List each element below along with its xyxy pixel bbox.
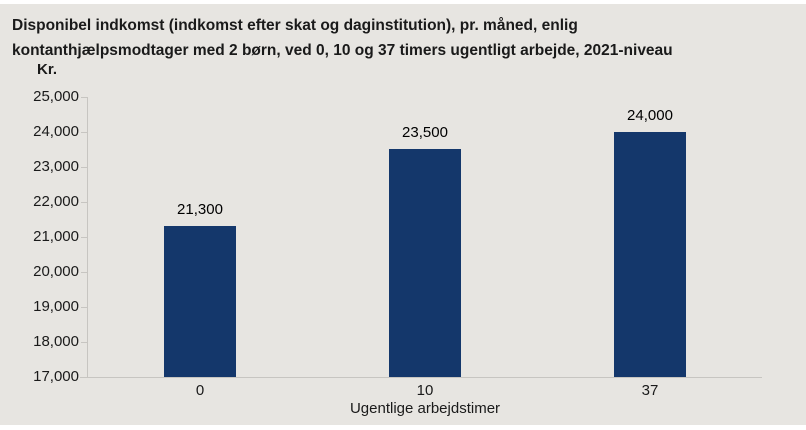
y-tick-mark: [81, 202, 88, 203]
bar: [164, 226, 236, 377]
chart-title-line-1: Disponibel indkomst (indkomst efter skat…: [12, 17, 578, 34]
bar: [614, 132, 686, 377]
chart-title-line-2: kontanthjælpsmodtager med 2 børn, ved 0,…: [12, 42, 673, 59]
y-tick-mark: [81, 377, 88, 378]
x-tick-label: 10: [416, 382, 434, 399]
y-tick-mark: [81, 237, 88, 238]
y-tick-label: 23,000: [33, 158, 79, 175]
y-tick-label: 24,000: [33, 123, 79, 140]
y-tick-label: 19,000: [33, 298, 79, 315]
x-tick-label: 37: [641, 382, 659, 399]
y-tick-label: 17,000: [33, 368, 79, 385]
bar-value-label: 21,300: [177, 201, 223, 218]
x-axis-line: [80, 377, 762, 378]
x-axis-title: Ugentlige arbejdstimer: [349, 400, 501, 417]
y-tick-mark: [81, 132, 88, 133]
y-axis-unit-label: Kr.: [37, 61, 58, 78]
y-tick-mark: [81, 342, 88, 343]
y-tick-label: 21,000: [33, 228, 79, 245]
x-tick-label: 0: [195, 382, 205, 399]
bar-value-label: 24,000: [627, 107, 673, 124]
y-tick-mark: [81, 97, 88, 98]
y-tick-label: 20,000: [33, 263, 79, 280]
y-tick-label: 25,000: [33, 88, 79, 105]
y-tick-mark: [81, 167, 88, 168]
y-tick-mark: [81, 307, 88, 308]
y-tick-mark: [81, 272, 88, 273]
y-tick-label: 18,000: [33, 333, 79, 350]
chart-title: Disponibel indkomst (indkomst efter skat…: [12, 13, 792, 63]
y-tick-label: 22,000: [33, 193, 79, 210]
bar: [389, 149, 461, 377]
bar-value-label: 23,500: [402, 124, 448, 141]
